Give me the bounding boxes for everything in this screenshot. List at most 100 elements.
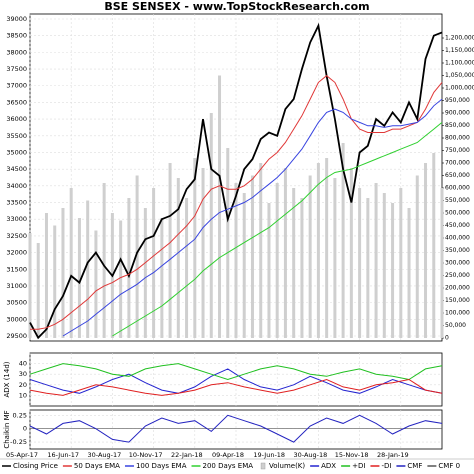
y2-tick-label: 650,000 [445, 172, 470, 179]
y-tick-label: 36000 [6, 115, 27, 123]
volume-bar [77, 218, 81, 338]
volume-bar [415, 175, 419, 338]
volume-bar [143, 208, 147, 338]
y2-tick-label: 750,000 [445, 147, 470, 154]
volume-bar [316, 163, 320, 338]
y2-tick-label: 550,000 [445, 197, 470, 204]
chart-title: BSE SENSEX - www.TopStockResearch.com [104, 0, 369, 13]
volume-bar [440, 188, 444, 338]
series-line [62, 98, 443, 337]
y-tick-label: 33500 [6, 199, 27, 207]
volume-bar [44, 213, 48, 338]
y2-tick-label: 1,050,000 [445, 72, 474, 79]
y2-tick-label: 450,000 [445, 222, 470, 229]
series-line [29, 22, 443, 340]
y2-tick-label: 850,000 [445, 122, 470, 129]
volume-bar [86, 200, 90, 338]
volume-bar [399, 188, 403, 338]
y2-tick-label: 300,000 [445, 260, 470, 267]
x-tick-label: 16-Jun-17 [47, 451, 79, 459]
y-tick-label: 30500 [6, 299, 27, 307]
legend-item: 200 Days EMA [191, 462, 254, 470]
volume-bar [168, 163, 172, 338]
legend-label: -DI [381, 462, 391, 470]
y-tick-label: 29500 [6, 332, 27, 340]
volume-bar [119, 220, 123, 338]
y2-tick-label: 400,000 [445, 235, 470, 242]
x-tick-label: 19-Jun-18 [253, 451, 285, 459]
y2-tick-label: 150,000 [445, 297, 470, 304]
legend-label: ADX [321, 462, 336, 470]
y2-tick-label: 900,000 [445, 110, 470, 117]
y-tick-label: 10 [19, 391, 27, 399]
series-line [30, 75, 443, 330]
series-line [29, 378, 443, 396]
volume-bar [234, 183, 238, 338]
y-tick-label: 30 [19, 370, 27, 378]
y2-tick-label: 800,000 [445, 135, 470, 142]
volume-bar [28, 233, 32, 338]
legend-item: 50 Days EMA [62, 462, 120, 470]
legend-item: 100 Days EMA [124, 462, 187, 470]
volume-bar [259, 163, 263, 338]
volume-bar [226, 148, 230, 338]
legend-label: 100 Days EMA [136, 462, 187, 470]
y-tick-label: 40 [19, 360, 27, 368]
y-tick-label: 33000 [6, 215, 27, 223]
x-tick-label: 28-Jan-19 [377, 451, 409, 459]
volume-bar [407, 208, 411, 338]
x-tick-label: 15-Nov-18 [335, 451, 369, 459]
legend-label: CMF [407, 462, 422, 470]
y2-tick-label: 250,000 [445, 272, 470, 279]
series-line [29, 414, 443, 443]
legend-label: 50 Days EMA [74, 462, 120, 470]
volume-bar [193, 158, 197, 338]
x-tick-label: 30-Aug-18 [294, 451, 328, 459]
legend-item: CMF 0 [427, 462, 460, 470]
legend-label: CMF 0 [438, 462, 460, 470]
legend-item: Closing Price [2, 462, 58, 470]
x-tick-label: 09-Apr-18 [212, 451, 244, 459]
volume-bar [275, 183, 279, 338]
legend-item: Volume(K) [260, 462, 305, 470]
volume-bar [374, 183, 378, 338]
y-tick-label: 20 [19, 381, 27, 389]
y-tick-label: 0.25 [13, 411, 27, 419]
y-tick-label: -0.25 [10, 438, 27, 446]
y-axis-label: ADX (14d) [3, 361, 11, 397]
volume-bar [267, 203, 271, 338]
y-tick-label: 35000 [6, 148, 27, 156]
x-tick-label: 10-Nov-17 [129, 451, 163, 459]
volume-bar [283, 168, 287, 338]
legend-label: 200 Days EMA [203, 462, 254, 470]
legend-label: Volume(K) [269, 462, 305, 470]
y-axis-label: Chaikin MF [3, 410, 11, 448]
y2-tick-label: 500,000 [445, 210, 470, 217]
volume-bar [292, 188, 296, 338]
legend-item: -DI [370, 462, 391, 470]
volume-bar [333, 178, 337, 338]
volume-bar [242, 193, 246, 338]
legend-label: Closing Price [13, 462, 58, 470]
y-tick-label: 30000 [6, 315, 27, 323]
volume-bar [341, 143, 345, 338]
volume-bar [176, 178, 180, 338]
volume-bar [94, 230, 98, 338]
volume-bar [209, 113, 213, 338]
y-tick-label: 32000 [6, 249, 27, 257]
series-line [112, 122, 443, 337]
y2-tick-label: 1,000,000 [445, 85, 474, 92]
y-tick-label: 32500 [6, 232, 27, 240]
volume-bar [36, 243, 40, 338]
volume-bar [53, 225, 57, 338]
y2-tick-label: 200,000 [445, 285, 470, 292]
volume-bar [61, 208, 65, 338]
y-tick-label: 37000 [6, 82, 27, 90]
y2-tick-label: 600,000 [445, 185, 470, 192]
volume-bar [218, 75, 222, 338]
y-tick-label: 34500 [6, 165, 27, 173]
legend-swatch [260, 462, 266, 470]
y-tick-label: 38500 [6, 32, 27, 40]
volume-bar [69, 188, 73, 338]
x-tick-label: 30-Aug-17 [88, 451, 122, 459]
